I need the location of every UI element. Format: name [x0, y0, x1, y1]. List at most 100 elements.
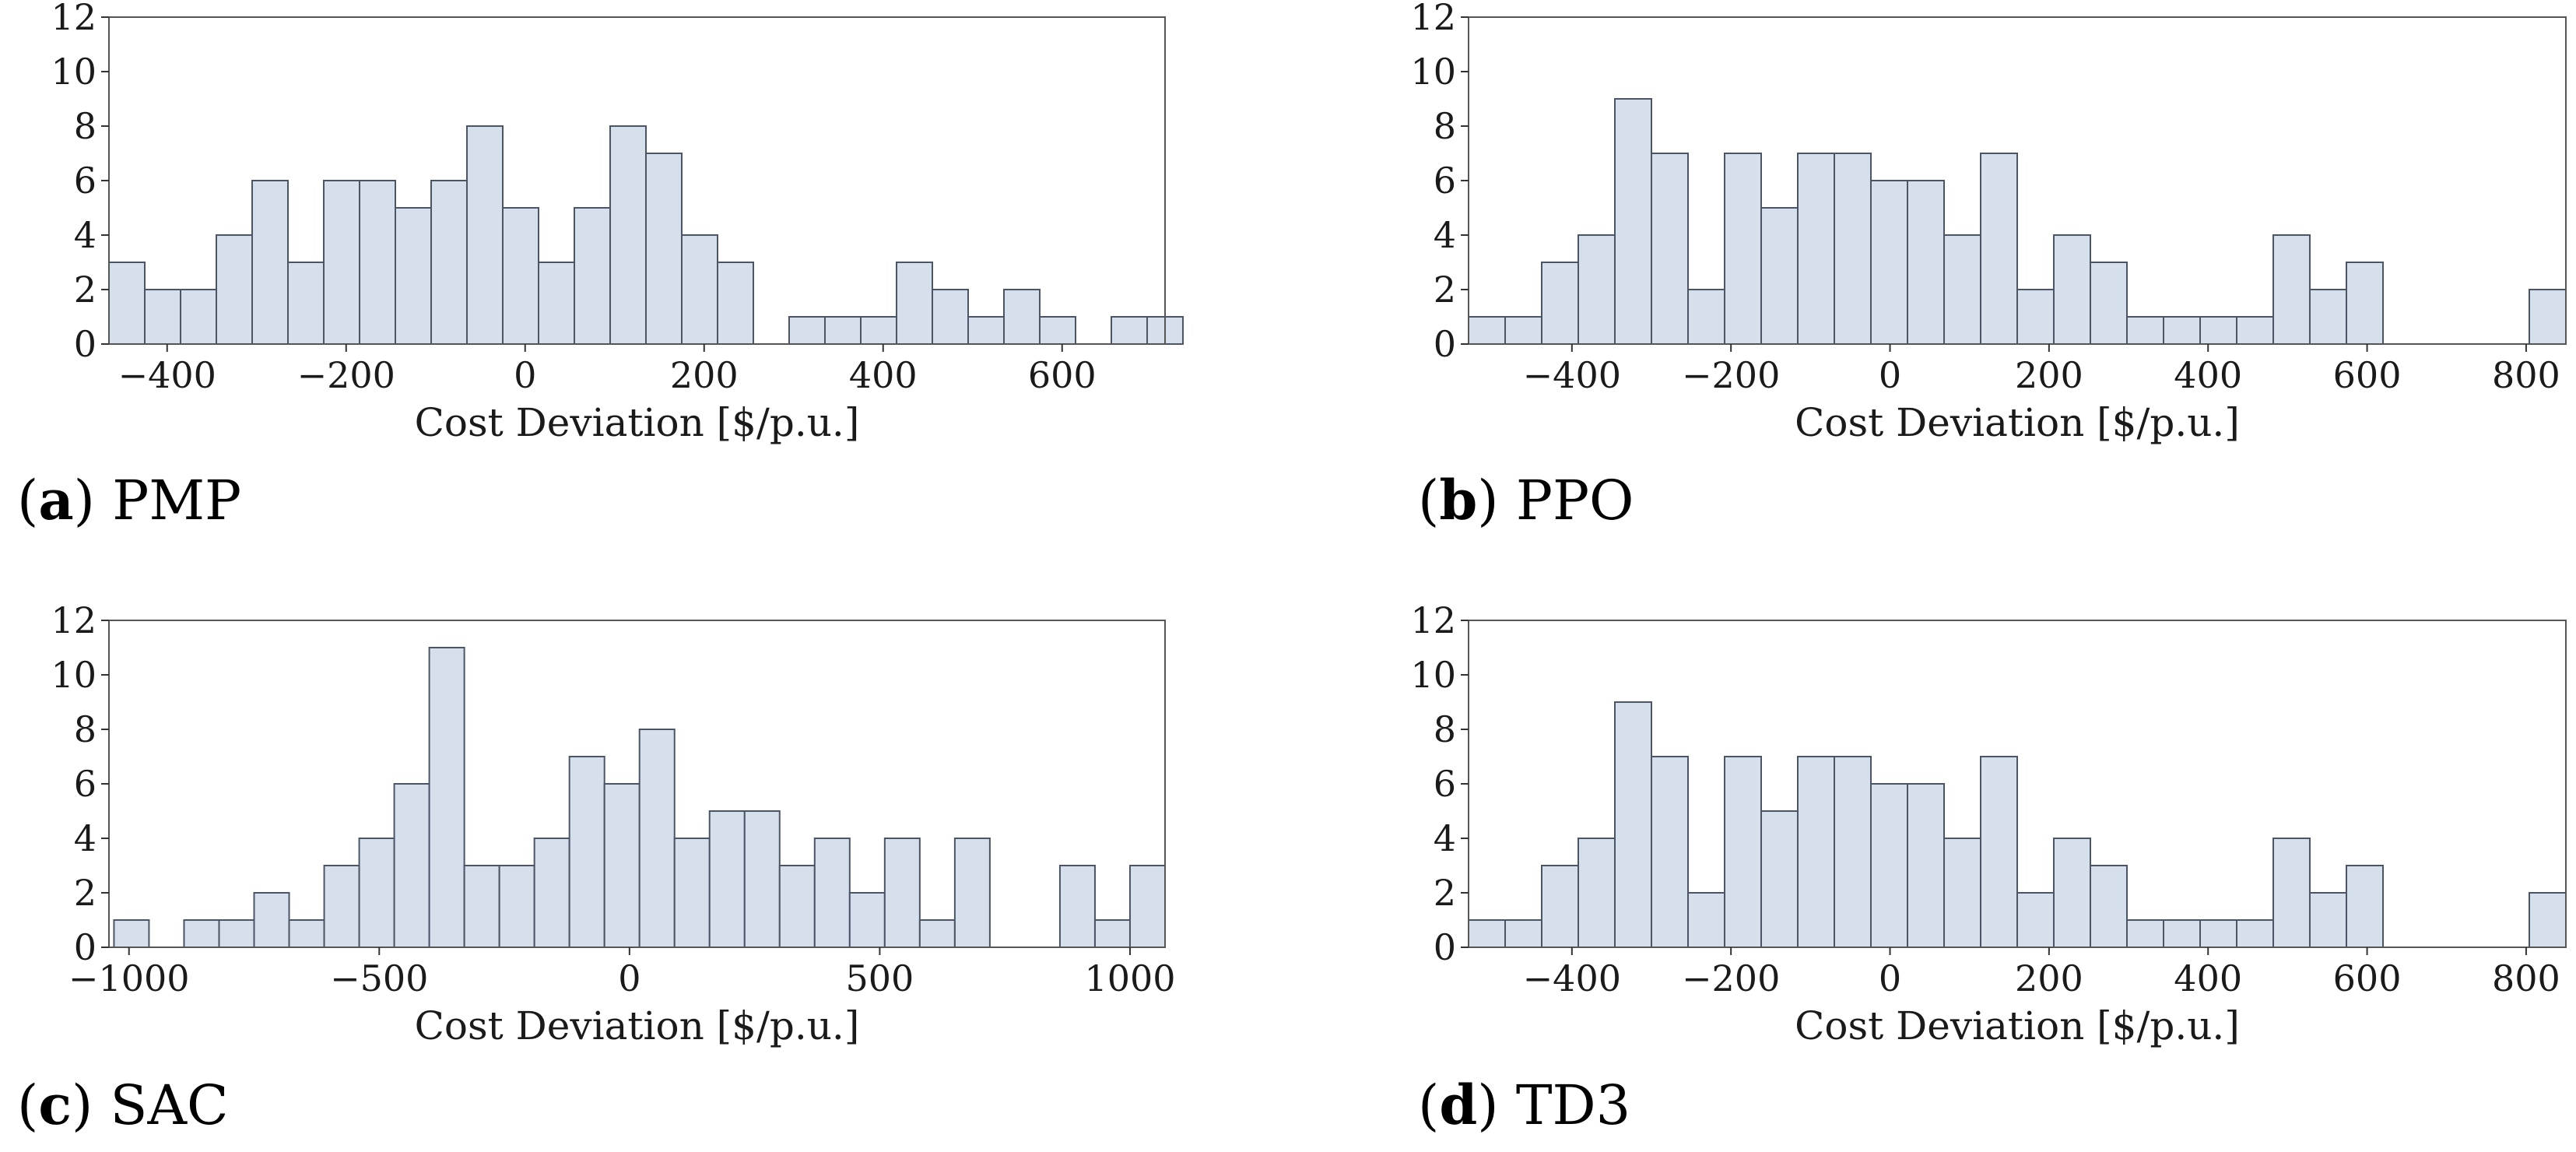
y-tick-label: 4 [1434, 214, 1456, 256]
histogram-bar [638, 729, 676, 948]
histogram-bar [681, 234, 718, 345]
histogram-bar [323, 180, 360, 345]
histogram-pmp: 0 2 4 6 8 10 12 −400 −200 0 200 400 600 Cost Deviatio… [51, 0, 1184, 445]
histogram-bar [2309, 892, 2347, 948]
caption-b-letter: b [1439, 468, 1478, 532]
histogram-bar [1870, 783, 1908, 948]
histogram-bar [2272, 838, 2311, 948]
x-tick-label: 0 [618, 957, 640, 999]
x-tick-label: −400 [1523, 957, 1621, 999]
histogram-bar [883, 838, 921, 948]
histogram-bar [1724, 153, 1762, 345]
x-tick-label: −200 [1682, 354, 1780, 396]
histogram-bar [2346, 262, 2384, 345]
histogram-bar [2236, 316, 2274, 345]
histogram-bar [287, 262, 325, 345]
histogram-bar [1504, 919, 1542, 948]
histogram-bar [1093, 919, 1131, 948]
y-tick-label: 12 [51, 599, 97, 641]
y-tick-label: 10 [51, 51, 97, 93]
histogram-bar [1760, 810, 1799, 948]
caption-c: (c) SAC [17, 1078, 229, 1133]
histogram-bar [1724, 756, 1762, 948]
y-tick-label: 12 [1410, 599, 1456, 641]
x-tick-label: 600 [1028, 354, 1097, 396]
y-tick-label: 10 [1410, 51, 1456, 93]
histogram-bar [2529, 892, 2567, 948]
caption-d-open: ( [1418, 1073, 1440, 1137]
x-tick-label: 600 [2333, 957, 2402, 999]
x-tick-label: 400 [849, 354, 918, 396]
caption-b-open: ( [1418, 469, 1440, 532]
y-tick-label: 4 [74, 214, 97, 256]
histogram-bar [824, 316, 862, 345]
histogram-bar [2163, 316, 2201, 345]
histogram-bar [2346, 865, 2384, 948]
histogram-bar [1834, 756, 1872, 948]
y-tick-label: 8 [1434, 708, 1456, 750]
y-tick-label: 0 [1434, 323, 1456, 365]
histogram-bar [574, 207, 611, 345]
histogram-bar [502, 207, 539, 345]
histogram-bar [673, 838, 711, 948]
x-tick-label: 0 [1879, 354, 1901, 396]
histogram-bar [918, 919, 956, 948]
histogram-bar [1687, 892, 1725, 948]
histogram-bar [2272, 234, 2311, 345]
x-tick-label: −200 [297, 354, 395, 396]
histogram-bar [1797, 153, 1835, 345]
histogram-bar [860, 316, 897, 345]
x-tick-label: 400 [2174, 957, 2242, 999]
y-tick-label: 2 [1434, 872, 1456, 914]
y-tick-label: 2 [74, 872, 97, 914]
histogram-bar [2126, 919, 2164, 948]
x-tick-label: 400 [2174, 354, 2242, 396]
histogram-bar [1578, 838, 1616, 948]
caption-d-label: TD3 [1515, 1073, 1631, 1137]
caption-c-open: ( [17, 1073, 39, 1137]
histogram-bar [218, 919, 255, 948]
caption-d: (d) TD3 [1418, 1078, 1630, 1133]
histogram-bar [568, 756, 605, 948]
histogram-bar [253, 892, 290, 948]
caption-b: (b) PPO [1418, 473, 1634, 529]
histogram-bar [1468, 919, 1506, 948]
x-axis-label: Cost Deviation [$/p.u.] [415, 1003, 860, 1048]
x-tick-label: −500 [330, 957, 428, 999]
y-tick-label: 6 [74, 160, 97, 202]
histogram-bar [538, 262, 575, 345]
histogram-bar [778, 865, 816, 948]
x-tick-label: −1000 [68, 957, 190, 999]
histogram-bar [717, 262, 754, 345]
histogram-bar [216, 234, 253, 345]
x-tick-label: 0 [1879, 957, 1901, 999]
caption-d-letter: d [1439, 1073, 1478, 1137]
histogram-bar [1504, 316, 1542, 345]
y-tick-label: 6 [1434, 160, 1456, 202]
x-tick-label: −400 [1523, 354, 1621, 396]
caption-d-close: ) [1477, 1073, 1499, 1137]
y-tick-label: 4 [1434, 817, 1456, 859]
histogram-ppo: 0 2 4 6 8 10 12 −400 −200 0 200 400 600 800 Cost Devia… [1410, 0, 2567, 445]
y-tick-label: 4 [74, 817, 97, 859]
caption-a: (a) PMP [17, 473, 241, 529]
histogram-bar [645, 153, 683, 345]
histogram-bar [2016, 892, 2055, 948]
x-axis-label: Cost Deviation [$/p.u.] [1795, 1003, 2240, 1048]
histogram-bar [2126, 316, 2164, 345]
caption-a-label: PMP [112, 469, 242, 532]
histogram-bar [359, 180, 396, 345]
histogram-bar [2016, 289, 2055, 345]
caption-a-close: ) [73, 469, 95, 532]
caption-c-label: SAC [110, 1073, 229, 1137]
x-axis-label: Cost Deviation [$/p.u.] [1795, 400, 2240, 445]
histogram-bar [144, 289, 181, 345]
histogram-bar [609, 125, 647, 345]
y-tick-label: 8 [1434, 105, 1456, 147]
histogram-bar [2236, 919, 2274, 948]
y-tick-label: 12 [51, 0, 97, 38]
histogram-bar [183, 919, 220, 948]
x-tick-label: 200 [2015, 354, 2083, 396]
histogram-bar [2090, 262, 2128, 345]
y-tick-label: 6 [74, 763, 97, 805]
